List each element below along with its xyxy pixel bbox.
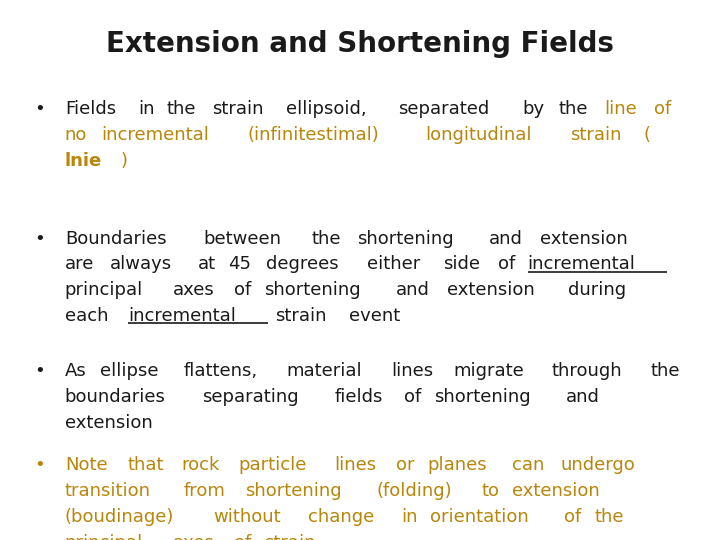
Text: extension: extension: [513, 482, 600, 500]
Text: by: by: [523, 100, 545, 118]
Text: undergo: undergo: [561, 456, 636, 474]
Text: and: and: [566, 388, 600, 406]
Text: flattens,: flattens,: [183, 362, 257, 380]
Text: no: no: [65, 126, 87, 144]
Text: axes: axes: [174, 534, 215, 540]
Text: separated: separated: [397, 100, 489, 118]
Text: •: •: [35, 362, 45, 380]
Text: always: always: [110, 255, 172, 273]
Text: each: each: [65, 307, 108, 325]
Text: of: of: [235, 534, 252, 540]
Text: of: of: [405, 388, 422, 406]
Text: and: and: [396, 281, 430, 299]
Text: and: and: [489, 230, 523, 247]
Text: side: side: [443, 255, 480, 273]
Text: to: to: [482, 482, 500, 500]
Text: material: material: [287, 362, 362, 380]
Text: axes: axes: [174, 281, 215, 299]
Text: extension: extension: [447, 281, 535, 299]
Text: As: As: [65, 362, 86, 380]
Text: strain: strain: [570, 126, 621, 144]
Text: ellipsoid,: ellipsoid,: [287, 100, 367, 118]
Text: through: through: [552, 362, 622, 380]
Text: of: of: [235, 281, 252, 299]
Text: degrees: degrees: [266, 255, 338, 273]
Text: of: of: [498, 255, 516, 273]
Text: between: between: [203, 230, 282, 247]
Text: (: (: [644, 126, 651, 144]
Text: shortening: shortening: [264, 281, 361, 299]
Text: line: line: [604, 100, 637, 118]
Text: at: at: [198, 255, 216, 273]
Text: either: either: [366, 255, 420, 273]
Text: boundaries: boundaries: [65, 388, 166, 406]
Text: or: or: [396, 456, 415, 474]
Text: incremental: incremental: [101, 126, 209, 144]
Text: the: the: [650, 362, 680, 380]
Text: event: event: [348, 307, 400, 325]
Text: Extension and Shortening Fields: Extension and Shortening Fields: [106, 30, 614, 58]
Text: in: in: [138, 100, 155, 118]
Text: change: change: [308, 508, 374, 526]
Text: (infinitestimal): (infinitestimal): [248, 126, 379, 144]
Text: Boundaries: Boundaries: [65, 230, 166, 247]
Text: Fields: Fields: [65, 100, 116, 118]
Text: during: during: [568, 281, 626, 299]
Text: extension: extension: [65, 414, 153, 431]
Text: particle: particle: [238, 456, 307, 474]
Text: •: •: [35, 456, 45, 474]
Text: shortening: shortening: [357, 230, 454, 247]
Text: migrate: migrate: [453, 362, 523, 380]
Text: are: are: [65, 255, 94, 273]
Text: extension: extension: [540, 230, 628, 247]
Text: •: •: [35, 230, 45, 247]
Text: planes: planes: [428, 456, 487, 474]
Text: incremental: incremental: [128, 307, 236, 325]
Text: Note: Note: [65, 456, 107, 474]
Text: the: the: [312, 230, 341, 247]
Text: ): ): [120, 152, 127, 170]
Text: (boudinage): (boudinage): [65, 508, 174, 526]
Text: the: the: [559, 100, 588, 118]
Text: strain: strain: [212, 100, 264, 118]
Text: that: that: [127, 456, 163, 474]
Text: lines: lines: [391, 362, 433, 380]
Text: strain: strain: [264, 534, 315, 540]
Text: lnie: lnie: [65, 152, 102, 170]
Text: principal: principal: [65, 534, 143, 540]
Text: of: of: [564, 508, 582, 526]
Text: longitudinal: longitudinal: [425, 126, 531, 144]
Text: ellipse: ellipse: [100, 362, 159, 380]
Text: lines: lines: [334, 456, 377, 474]
Text: can: can: [512, 456, 544, 474]
Text: of: of: [654, 100, 671, 118]
Text: in: in: [401, 508, 418, 526]
Text: rock: rock: [181, 456, 220, 474]
Text: separating: separating: [202, 388, 299, 406]
Text: 45: 45: [228, 255, 251, 273]
Text: fields: fields: [335, 388, 383, 406]
Text: orientation: orientation: [430, 508, 528, 526]
Text: without: without: [213, 508, 281, 526]
Text: the: the: [167, 100, 197, 118]
Text: transition: transition: [65, 482, 150, 500]
Text: •: •: [35, 100, 45, 118]
Text: incremental: incremental: [528, 255, 636, 273]
Text: from: from: [183, 482, 225, 500]
Text: shortening: shortening: [245, 482, 341, 500]
Text: (folding): (folding): [377, 482, 452, 500]
Text: principal: principal: [65, 281, 143, 299]
Text: strain: strain: [275, 307, 326, 325]
Text: the: the: [594, 508, 624, 526]
Text: shortening: shortening: [434, 388, 531, 406]
